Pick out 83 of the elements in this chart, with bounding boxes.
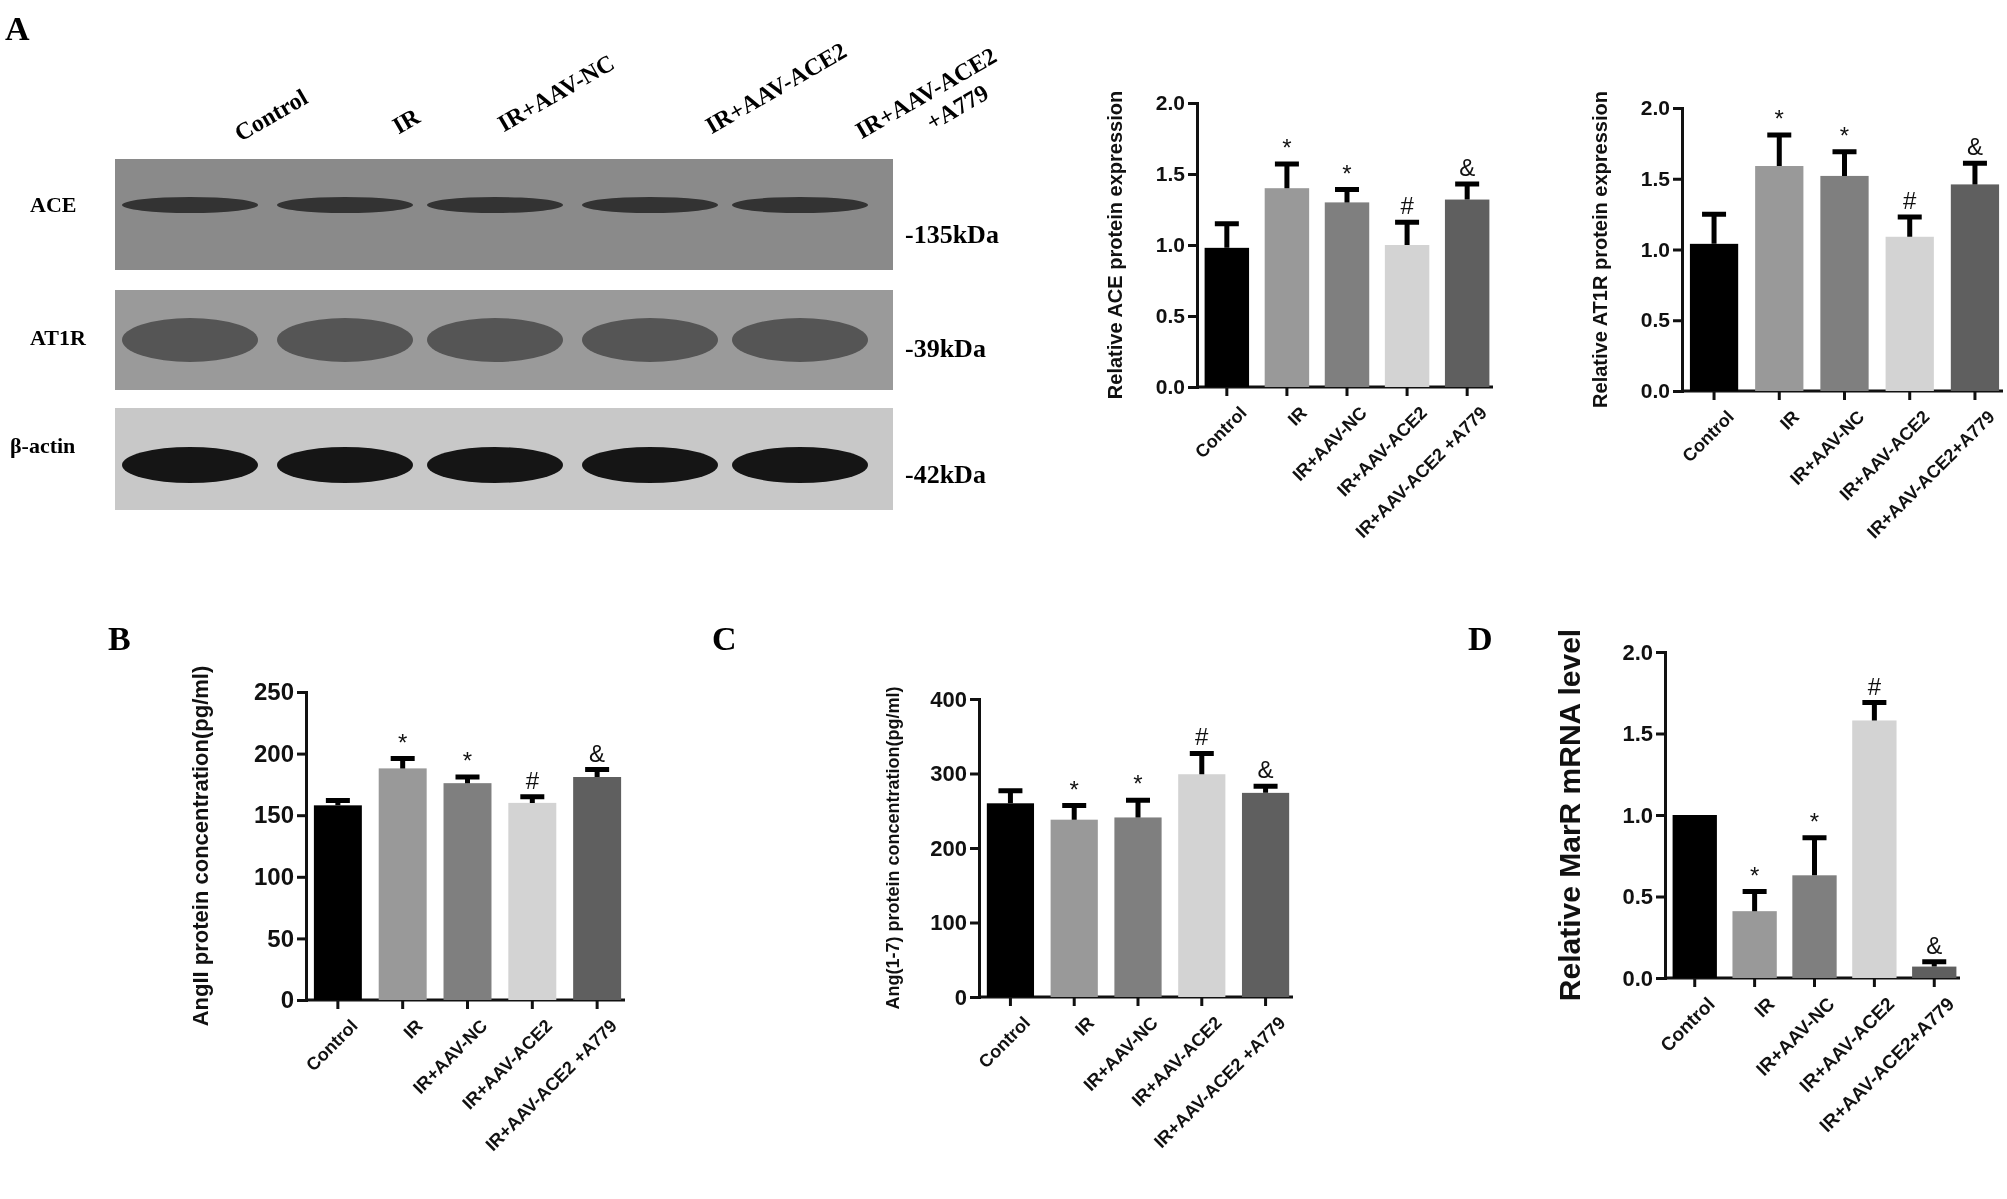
annotation: #: [1867, 672, 1882, 700]
annotation: *: [1342, 159, 1352, 187]
y-tick-label: 200: [930, 835, 967, 861]
y-tick-label: 1.0: [1155, 233, 1185, 257]
y-tick-label: 2.0: [1155, 91, 1185, 115]
y-tick-label: 1.5: [1640, 166, 1671, 190]
text: -42kDa: [905, 460, 986, 489]
y-tick-label: 2.0: [1640, 96, 1670, 120]
bar: [1732, 911, 1777, 978]
annotation: *: [398, 728, 408, 756]
text: β-actin: [10, 433, 76, 458]
chart-title: D: [1468, 620, 1493, 657]
bar: [1178, 774, 1226, 997]
annotation: &: [589, 739, 606, 767]
annotation: *: [1839, 121, 1850, 149]
bar: [1241, 792, 1290, 997]
y-axis-title: Relative ACE protein expression: [1104, 90, 1126, 400]
annotation: #: [525, 766, 540, 794]
bar: [1755, 166, 1804, 391]
y-tick-label: 0.0: [1622, 965, 1653, 991]
bar: [1114, 817, 1162, 997]
annotation: &: [1257, 756, 1274, 784]
bar: [1885, 236, 1934, 391]
annotation: *: [1069, 775, 1079, 803]
y-tick-label: 150: [253, 801, 294, 829]
y-tick-label: 0.5: [1640, 308, 1671, 332]
bar: [1324, 202, 1370, 387]
y-tick-label: 1.0: [1622, 802, 1653, 828]
chart-title: B: [108, 620, 131, 657]
y-tick-label: 0.5: [1622, 884, 1653, 910]
annotation: &: [1459, 153, 1476, 181]
chart-title: C: [712, 620, 737, 657]
text: AT1R: [30, 325, 87, 350]
annotation: *: [462, 747, 473, 775]
y-tick-label: 0: [280, 986, 294, 1014]
annotation: #: [1903, 186, 1918, 214]
bar: [1672, 815, 1717, 978]
y-tick-label: 200: [253, 739, 294, 767]
bar: [1792, 875, 1837, 978]
y-tick-label: 1.0: [1640, 237, 1670, 261]
bar: [1384, 245, 1430, 387]
text: -39kDa: [905, 334, 986, 363]
text: IR: [387, 102, 425, 139]
annotation: #: [1400, 192, 1415, 220]
y-tick-label: 2.0: [1622, 639, 1653, 665]
y-tick-label: 0.5: [1155, 304, 1186, 328]
annotation: *: [1809, 807, 1820, 835]
y-tick-label: 0.0: [1155, 375, 1185, 399]
annotation: *: [1749, 861, 1760, 889]
bar: [1050, 819, 1098, 997]
text: A: [5, 10, 30, 47]
bar: [573, 777, 622, 1000]
y-tick-label: 100: [253, 862, 294, 890]
bar: [1912, 966, 1957, 978]
y-tick-label: 100: [930, 910, 967, 936]
bar: [1852, 720, 1897, 978]
y-tick-label: 1.5: [1622, 721, 1653, 747]
y-tick-label: 50: [267, 924, 294, 952]
text: ACE: [30, 192, 77, 217]
y-tick-label: 0.0: [1640, 379, 1670, 403]
annotation: *: [1282, 134, 1292, 162]
y-axis-title: Ang(1-7) protein concentration(pg/ml): [883, 686, 903, 1010]
annotation: &: [1966, 133, 1983, 161]
y-axis-title: AngII protein concentration(pg/ml): [188, 665, 213, 1027]
bar: [1444, 199, 1490, 387]
y-tick-label: 400: [930, 686, 967, 712]
annotation: *: [1774, 104, 1784, 132]
y-axis-title: Relative MarR mRNA level: [1553, 628, 1586, 1002]
bar: [1820, 175, 1869, 391]
bar: [378, 768, 427, 1000]
y-axis-title: Relative AT1R protein expression: [1589, 91, 1611, 408]
text: -135kDa: [905, 220, 999, 249]
annotation: #: [1195, 723, 1210, 751]
y-tick-label: 1.5: [1155, 162, 1186, 186]
annotation: &: [1926, 931, 1943, 959]
bar: [1950, 184, 2000, 391]
y-tick-label: 300: [930, 761, 967, 787]
y-tick-label: 0: [954, 984, 967, 1010]
bar: [1264, 188, 1310, 387]
y-tick-label: 250: [253, 678, 294, 706]
annotation: *: [1133, 770, 1143, 798]
bar: [508, 802, 557, 1000]
bar: [443, 783, 492, 1000]
